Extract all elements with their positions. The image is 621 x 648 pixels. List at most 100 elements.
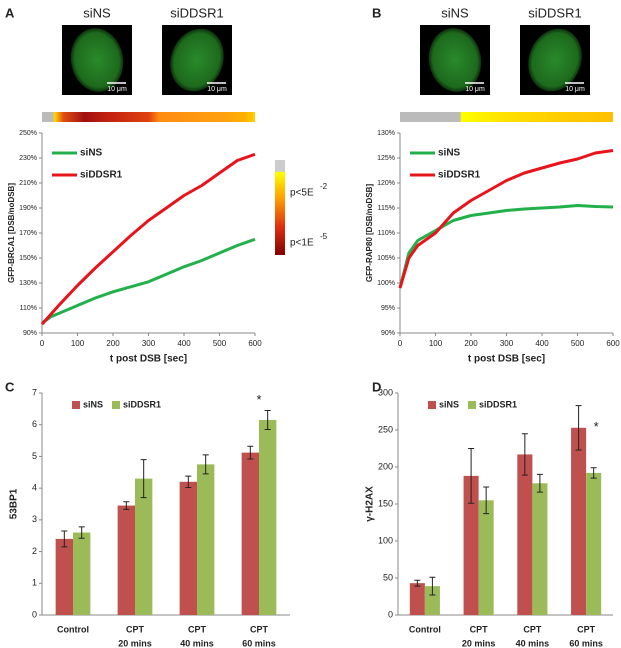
error-bar bbox=[414, 579, 421, 587]
bar bbox=[241, 452, 259, 615]
legend-swatch bbox=[112, 401, 120, 409]
bar bbox=[517, 454, 533, 615]
y-tick-label: 0 bbox=[32, 609, 37, 619]
image-title: siDDSR1 bbox=[528, 5, 581, 20]
nucleus bbox=[170, 28, 224, 92]
scale-label: 10 μm bbox=[107, 86, 127, 93]
x-tick-label: 60 mins bbox=[242, 638, 276, 648]
x-tick-label: CPT bbox=[250, 624, 269, 634]
y-tick-label: 90% bbox=[23, 330, 37, 337]
y-tick-label: 150% bbox=[19, 255, 37, 262]
y-tick-label: 5 bbox=[32, 451, 37, 461]
significance-marker: * bbox=[594, 419, 599, 434]
y-tick-label: 95% bbox=[381, 305, 395, 312]
x-tick-label: CPT bbox=[188, 624, 207, 634]
legend-label: siNS bbox=[80, 148, 103, 159]
y-tick-label: 110% bbox=[378, 230, 395, 237]
y-tick-label: 110% bbox=[20, 305, 37, 312]
error-bar bbox=[78, 526, 85, 539]
x-tick-label: CPT bbox=[523, 624, 542, 634]
nucleus bbox=[428, 28, 482, 92]
error-bar bbox=[61, 530, 68, 548]
x-tick-label: 400 bbox=[535, 339, 549, 348]
y-tick-label: 105% bbox=[377, 255, 395, 262]
y-tick-label: 130% bbox=[19, 280, 37, 287]
bar bbox=[424, 586, 440, 615]
x-tick-label: 200 bbox=[106, 339, 120, 348]
scale-label: 10 μm bbox=[565, 86, 585, 93]
error-bar bbox=[483, 486, 490, 515]
y-tick-label: 2 bbox=[32, 546, 37, 556]
y-tick-label: 170% bbox=[19, 230, 37, 237]
colorbar bbox=[275, 160, 285, 255]
bar bbox=[571, 427, 587, 615]
error-bar bbox=[202, 454, 209, 475]
x-tick-label: 600 bbox=[248, 339, 262, 348]
y-tick-label: 120% bbox=[377, 180, 395, 187]
bar bbox=[73, 532, 91, 615]
error-bar bbox=[123, 501, 130, 510]
image-title: siDDSR1 bbox=[170, 5, 223, 20]
scale-label: 10 μm bbox=[465, 86, 485, 93]
bar bbox=[478, 500, 494, 615]
bar bbox=[409, 583, 425, 615]
x-tick-label: CPT bbox=[126, 624, 145, 634]
x-tick-label: 40 mins bbox=[180, 638, 214, 648]
legend-label: siDDSR1 bbox=[438, 170, 481, 181]
y-tick-label: 3 bbox=[32, 514, 37, 524]
x-tick-label: 500 bbox=[213, 339, 227, 348]
bar bbox=[532, 483, 548, 615]
x-axis-label: t post DSB [sec] bbox=[110, 354, 187, 365]
y-tick-label: 230% bbox=[19, 155, 37, 162]
x-tick-label: 100 bbox=[429, 339, 443, 348]
y-tick-label: 100 bbox=[378, 535, 393, 545]
image-title: siNS bbox=[83, 5, 111, 20]
bar bbox=[117, 505, 135, 615]
y-tick-label: 300 bbox=[378, 387, 393, 397]
line-series bbox=[41, 237, 256, 325]
bar bbox=[463, 475, 479, 615]
error-bar bbox=[575, 405, 582, 451]
y-tick-label: 210% bbox=[19, 180, 37, 187]
x-tick-label: CPT bbox=[577, 624, 596, 634]
x-tick-label: 20 mins bbox=[118, 638, 152, 648]
x-tick-label: 40 mins bbox=[516, 638, 550, 648]
y-tick-label: 190% bbox=[19, 205, 37, 212]
error-bar bbox=[185, 475, 192, 489]
panel-letter: D bbox=[372, 379, 381, 394]
scale-label: 10 μm bbox=[207, 86, 227, 93]
x-axis-label: t post DSB [sec] bbox=[468, 354, 545, 365]
colorbar-label-sup: -5 bbox=[320, 232, 328, 241]
legend-swatch bbox=[468, 401, 476, 409]
error-bar bbox=[468, 448, 475, 504]
y-tick-label: 7 bbox=[32, 387, 37, 397]
x-tick-label: Control bbox=[409, 624, 441, 634]
legend-label: siNS bbox=[439, 399, 459, 409]
legend-label: siDDSR1 bbox=[123, 399, 161, 409]
error-bar bbox=[264, 409, 271, 430]
y-tick-label: 6 bbox=[32, 419, 37, 429]
panel-letter: A bbox=[5, 5, 15, 20]
line-series bbox=[398, 204, 614, 289]
error-bar bbox=[521, 433, 528, 476]
y-tick-label: 250 bbox=[378, 424, 393, 434]
significance-strip bbox=[400, 112, 613, 122]
x-tick-label: CPT bbox=[470, 624, 489, 634]
legend-label: siNS bbox=[83, 399, 103, 409]
bar bbox=[259, 419, 277, 615]
x-tick-label: 100 bbox=[71, 339, 85, 348]
y-tick-label: 200 bbox=[378, 461, 393, 471]
line-series bbox=[40, 152, 256, 326]
x-tick-label: Control bbox=[57, 624, 89, 634]
y-tick-label: 250% bbox=[19, 130, 37, 137]
y-tick-label: 4 bbox=[32, 483, 37, 493]
y-tick-label: 115% bbox=[378, 205, 395, 212]
nucleus bbox=[528, 28, 582, 92]
y-axis-label: GFP-BRCA1 [DSB/noDSB] bbox=[7, 183, 16, 283]
x-tick-label: 60 mins bbox=[569, 638, 603, 648]
bar bbox=[55, 538, 73, 615]
x-tick-label: 0 bbox=[398, 339, 403, 348]
bar bbox=[179, 481, 197, 615]
colorbar-label-sup: -2 bbox=[320, 182, 328, 191]
x-tick-label: 0 bbox=[40, 339, 45, 348]
